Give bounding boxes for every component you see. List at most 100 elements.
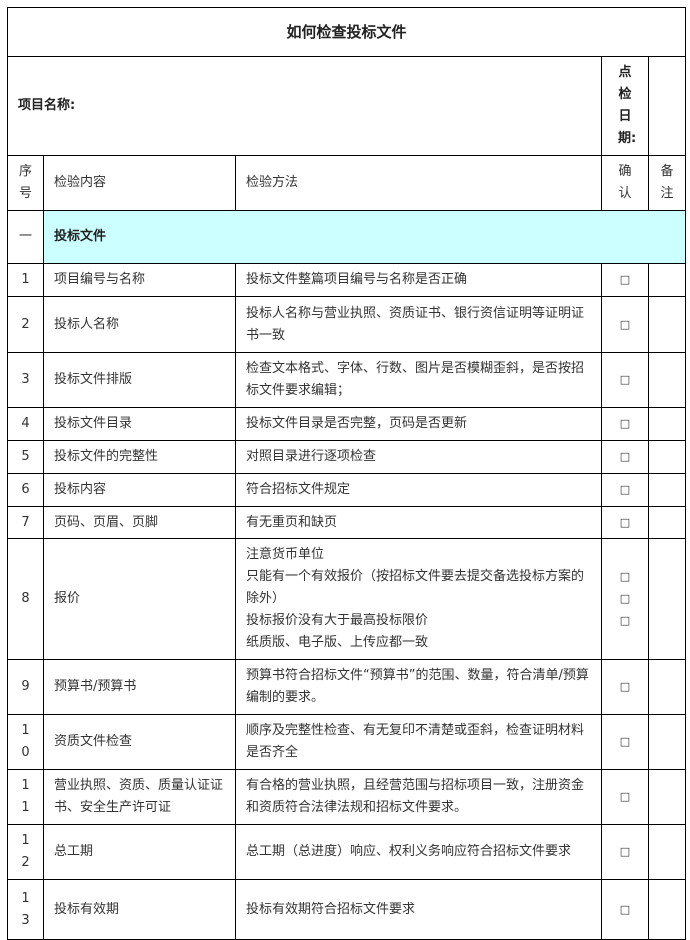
row-remark[interactable] xyxy=(648,714,686,770)
row-method: 有合格的营业执照，且经营范围与招标项目一致，注册资金和资质符合法律法规和招标文件… xyxy=(235,769,602,825)
confirm-checkbox[interactable]: □ xyxy=(619,273,631,286)
row-content: 页码、页眉、页脚 xyxy=(43,506,236,539)
row-remark[interactable] xyxy=(648,296,686,353)
row-method: 预算书符合招标文件“预算书”的范围、数量，符合清单/预算编制的要求。 xyxy=(235,659,602,715)
table-row: 8 报价 注意货币单位 只能有一个有效报价（按招标文件要去提交备选投标方案的除外）… xyxy=(7,538,686,660)
row-content: 预算书/预算书 xyxy=(43,659,236,715)
header-remark: 备注 xyxy=(660,164,674,201)
row-confirm: □ xyxy=(601,714,649,770)
row-confirm: □ xyxy=(601,824,649,880)
method-line: 投标报价没有大于最高投标限价 xyxy=(246,613,429,628)
row-remark[interactable] xyxy=(648,407,686,441)
row-content: 投标人名称 xyxy=(43,296,236,353)
table-title: 如何检查投标文件 xyxy=(7,7,686,57)
row-remark[interactable] xyxy=(648,769,686,825)
row-remark[interactable] xyxy=(648,263,686,297)
method-line: 检查文本格式、字体、行数、图片是否模糊歪斜，是否按招标文件要求编辑； xyxy=(246,361,585,398)
method-line: 有无重页和缺页 xyxy=(246,514,338,530)
row-content: 投标文件的完整性 xyxy=(43,440,236,474)
row-confirm: □ xyxy=(601,473,649,507)
row-method: 检查文本格式、字体、行数、图片是否模糊歪斜，是否按招标文件要求编辑； xyxy=(235,352,602,408)
row-confirm: □ xyxy=(601,263,649,297)
row-seq: 3 xyxy=(21,372,30,387)
row-seq: 7 xyxy=(21,514,30,530)
check-date-value[interactable] xyxy=(648,56,686,156)
row-confirm: □ xyxy=(601,506,649,539)
row-confirm: □ xyxy=(601,440,649,474)
confirm-checkbox[interactable]: □ xyxy=(619,373,631,386)
row-method: 顺序及完整性检查、有无复印不清楚或歪斜，检查证明材料是否齐全 xyxy=(235,714,602,770)
row-confirm: □ xyxy=(601,352,649,408)
header-content: 检验内容 xyxy=(43,155,236,211)
row-content: 投标有效期 xyxy=(43,879,236,940)
row-remark[interactable] xyxy=(648,879,686,940)
row-remark[interactable] xyxy=(648,824,686,880)
row-remark[interactable] xyxy=(648,352,686,408)
confirm-checkbox[interactable]: □ xyxy=(619,680,631,693)
row-seq: 13 xyxy=(21,890,30,928)
method-line: 有合格的营业执照，且经营范围与招标项目一致，注册资金和资质符合法律法规和招标文件… xyxy=(246,778,585,815)
row-method: 对照目录进行逐项检查 xyxy=(235,440,602,474)
row-remark[interactable] xyxy=(648,506,686,539)
row-method: 有无重页和缺页 xyxy=(235,506,602,539)
row-seq: 2 xyxy=(21,316,30,332)
method-line: 投标有效期符合招标文件要求 xyxy=(246,901,416,917)
row-method: 投标文件整篇项目编号与名称是否正确 xyxy=(235,263,602,297)
confirm-checkbox[interactable]: □ xyxy=(619,735,631,748)
inspection-table: 如何检查投标文件 项目名称: 点检日期: 序号 检验内容 检验方法 确认 备注 … xyxy=(7,7,686,940)
row-content: 报价 xyxy=(43,538,236,660)
row-seq: 11 xyxy=(21,778,30,815)
project-name-label: 项目名称: xyxy=(7,56,602,156)
row-remark[interactable] xyxy=(648,440,686,474)
table-row: 5 投标文件的完整性 对照目录进行逐项检查 □ xyxy=(7,440,686,474)
row-seq: 4 xyxy=(21,416,30,431)
row-method: 投标有效期符合招标文件要求 xyxy=(235,879,602,940)
header-method: 检验方法 xyxy=(235,155,602,211)
row-method: 投标文件目录是否完整，页码是否更新 xyxy=(235,407,602,441)
row-content: 投标文件排版 xyxy=(43,352,236,408)
row-content: 营业执照、资质、质量认证证书、安全生产许可证 xyxy=(43,769,236,825)
row-remark[interactable] xyxy=(648,538,686,660)
confirm-checkbox[interactable]: □ xyxy=(619,592,631,605)
table-row: 11 营业执照、资质、质量认证证书、安全生产许可证 有合格的营业执照，且经营范围… xyxy=(7,769,686,825)
confirm-checkbox[interactable]: □ xyxy=(619,417,631,430)
confirm-checkbox[interactable]: □ xyxy=(619,845,631,858)
confirm-checkbox[interactable]: □ xyxy=(619,317,631,331)
table-row: 10 资质文件检查 顺序及完整性检查、有无复印不清楚或歪斜，检查证明材料是否齐全… xyxy=(7,714,686,770)
method-line: 顺序及完整性检查、有无复印不清楚或歪斜，检查证明材料是否齐全 xyxy=(246,723,585,760)
row-seq: 8 xyxy=(21,591,30,606)
method-line: 投标文件目录是否完整，页码是否更新 xyxy=(246,416,468,431)
confirm-checkbox[interactable]: □ xyxy=(619,570,631,583)
method-line: 对照目录进行逐项检查 xyxy=(246,449,377,464)
table-row: 7 页码、页眉、页脚 有无重页和缺页 □ xyxy=(7,506,686,539)
table-row: 2 投标人名称 投标人名称与营业执照、资质证书、银行资信证明等证明证书一致 □ xyxy=(7,296,686,353)
row-method: 总工期（总进度）响应、权利义务响应符合招标文件要求 xyxy=(235,824,602,880)
row-method: 注意货币单位 只能有一个有效报价（按招标文件要去提交备选投标方案的除外） 投标报价没… xyxy=(235,538,602,660)
row-confirm: □ xyxy=(601,407,649,441)
confirm-checkbox[interactable]: □ xyxy=(619,483,631,496)
table-row: 1 项目编号与名称 投标文件整篇项目编号与名称是否正确 □ xyxy=(7,263,686,297)
row-seq: 5 xyxy=(21,449,30,464)
confirm-checkbox[interactable]: □ xyxy=(619,450,631,463)
row-confirm: □ □ □ xyxy=(601,538,649,660)
confirm-checkbox[interactable]: □ xyxy=(619,515,631,529)
row-remark[interactable] xyxy=(648,473,686,507)
table-row: 4 投标文件目录 投标文件目录是否完整，页码是否更新 □ xyxy=(7,407,686,441)
row-seq: 1 xyxy=(21,272,30,287)
row-confirm: □ xyxy=(601,769,649,825)
confirm-checkbox[interactable]: □ xyxy=(619,902,631,916)
confirm-checkbox[interactable]: □ xyxy=(619,614,631,627)
method-line: 注意货币单位 xyxy=(246,547,325,562)
method-line: 投标文件整篇项目编号与名称是否正确 xyxy=(246,272,468,287)
row-confirm: □ xyxy=(601,879,649,940)
row-seq: 6 xyxy=(21,482,30,497)
row-method: 符合招标文件规定 xyxy=(235,473,602,507)
row-content: 投标文件目录 xyxy=(43,407,236,441)
row-seq: 12 xyxy=(21,833,30,870)
row-remark[interactable] xyxy=(648,659,686,715)
row-confirm: □ xyxy=(601,659,649,715)
row-method: 投标人名称与营业执照、资质证书、银行资信证明等证明证书一致 xyxy=(235,296,602,353)
row-content: 投标内容 xyxy=(43,473,236,507)
row-content: 资质文件检查 xyxy=(43,714,236,770)
confirm-checkbox[interactable]: □ xyxy=(619,790,631,803)
